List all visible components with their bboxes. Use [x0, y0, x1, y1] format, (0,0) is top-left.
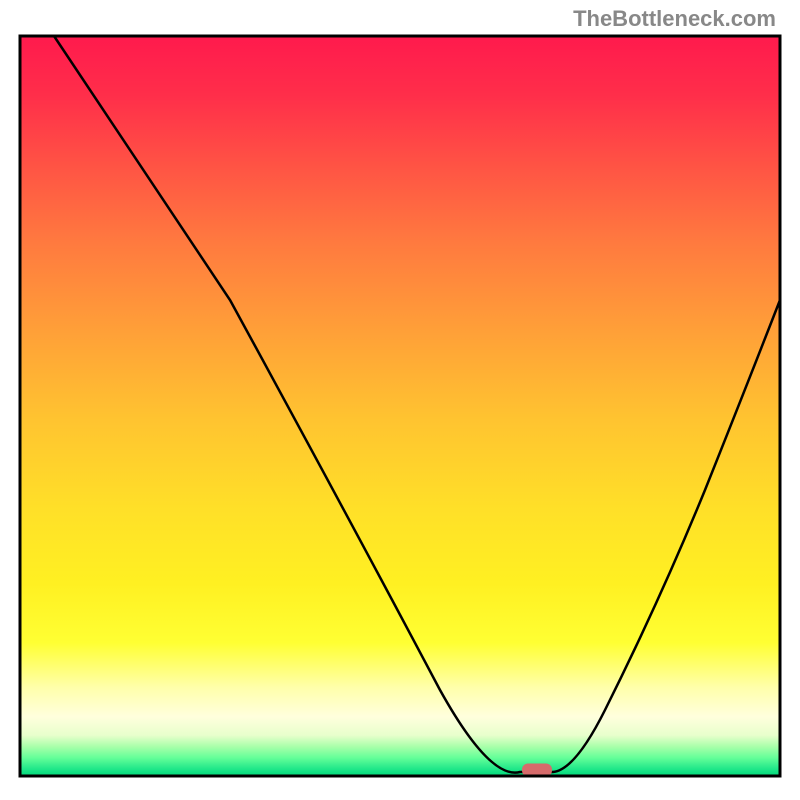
chart-background	[20, 36, 780, 776]
bottleneck-chart: TheBottleneck.com	[0, 0, 800, 800]
watermark-text: TheBottleneck.com	[573, 6, 776, 31]
chart-svg: TheBottleneck.com	[0, 0, 800, 800]
